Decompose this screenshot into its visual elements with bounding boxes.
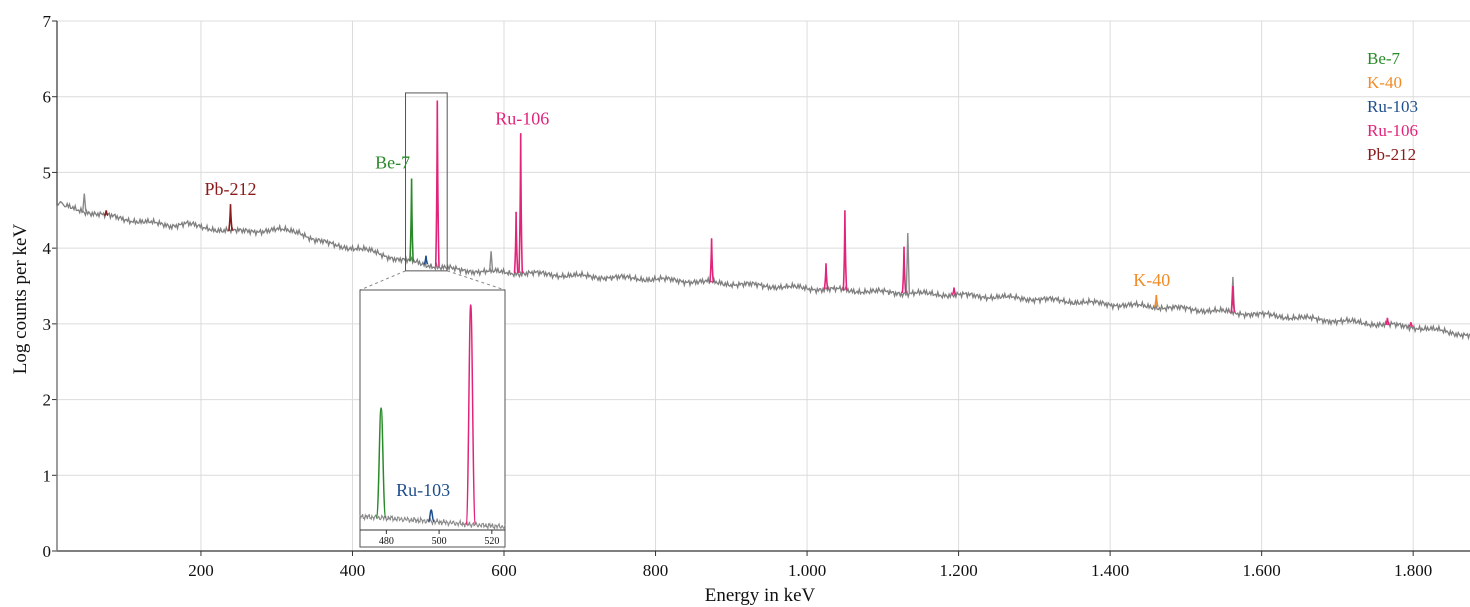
- spectrum-line: [56, 200, 1470, 551]
- peak-ru-106: [1408, 322, 1414, 328]
- y-axis-title: Log counts per keV: [10, 224, 31, 375]
- inset-peak-ru-106: [465, 304, 477, 526]
- legend: Be-7 K-40 Ru-103 Ru-106 Pb-212: [1367, 49, 1418, 164]
- peak-label-k-40: K-40: [1133, 270, 1170, 290]
- spectrum-baseline: [56, 193, 1470, 551]
- x-tick-label: 1.800: [1394, 561, 1432, 580]
- x-tick-label: 400: [340, 561, 366, 580]
- peak-ru-106: [513, 211, 519, 273]
- x-tick-label: 1.000: [788, 561, 826, 580]
- unassigned-peak: [905, 232, 910, 294]
- unassigned-peak: [82, 193, 87, 212]
- peak-ru-106: [901, 246, 907, 293]
- x-tick-label: 1.400: [1091, 561, 1129, 580]
- inset-tick-label: 500: [432, 536, 447, 547]
- x-tick-label: 1.200: [939, 561, 977, 580]
- peak-layer: [103, 100, 1414, 328]
- inset-tick-label: 480: [379, 536, 394, 547]
- y-tick-label: 2: [43, 391, 52, 410]
- legend-entry-be-7: Be-7: [1367, 49, 1401, 68]
- peak-ru-106: [709, 238, 715, 283]
- annotation-layer: Pb-212 Be-7 Ru-106 K-40: [204, 109, 1170, 290]
- peak-k-40: [1153, 295, 1159, 308]
- peak-ru-103: [423, 255, 429, 265]
- legend-entry-ru-103: Ru-103: [1367, 97, 1418, 116]
- inset-peak-be-7: [375, 407, 387, 519]
- peak-ru-106: [1230, 285, 1236, 313]
- peak-label-pb-212: Pb-212: [204, 179, 256, 199]
- peak-ru-106: [823, 263, 829, 290]
- y-tick-label: 6: [43, 88, 52, 107]
- x-tick-label: 800: [643, 561, 669, 580]
- zoom-region: [359, 92, 506, 291]
- inset-connector-right: [447, 270, 506, 291]
- y-tick-label: 7: [43, 12, 52, 31]
- peak-ru-106: [1385, 317, 1390, 326]
- y-tick-label: 4: [43, 239, 52, 258]
- inset-spectrum-line: [359, 513, 506, 531]
- peak-ru-106: [434, 100, 440, 267]
- peak-label-be-7: Be-7: [375, 153, 410, 173]
- unassigned-peak: [488, 251, 494, 272]
- axes: 200 400 600 800 1.000 1.200 1.400 1.600 1.800 0 1 2…: [43, 12, 1470, 580]
- x-tick-label: 1.600: [1243, 561, 1281, 580]
- inset-plot: 480 500 520 Ru-103: [359, 289, 506, 548]
- inset-connector-left: [359, 270, 406, 291]
- x-tick-label: 200: [188, 561, 214, 580]
- x-tick-label: 600: [491, 561, 517, 580]
- peak-label-ru-106: Ru-106: [495, 109, 549, 129]
- legend-entry-pb-212: Pb-212: [1367, 145, 1416, 164]
- inset-label-ru-103: Ru-103: [396, 480, 450, 500]
- y-tick-label: 5: [43, 163, 52, 182]
- y-tick-label: 1: [43, 466, 52, 485]
- peak-ru-106: [951, 287, 957, 296]
- y-tick-label: 3: [43, 315, 52, 334]
- zoom-box: [405, 92, 448, 272]
- inset-tick-label: 520: [484, 536, 499, 547]
- grid: [57, 20, 1470, 551]
- legend-entry-k-40: K-40: [1367, 73, 1402, 92]
- y-tick-label: 0: [43, 542, 52, 561]
- peak-ru-106: [518, 133, 524, 274]
- legend-entry-ru-106: Ru-106: [1367, 121, 1418, 140]
- peak-ru-106: [842, 210, 848, 291]
- x-axis-title: Energy in keV: [705, 585, 816, 606]
- peak-pb-212: [103, 210, 109, 217]
- inset-peak-ru-103: [427, 509, 435, 523]
- peak-be-7: [409, 178, 414, 262]
- peak-pb-212: [228, 204, 233, 231]
